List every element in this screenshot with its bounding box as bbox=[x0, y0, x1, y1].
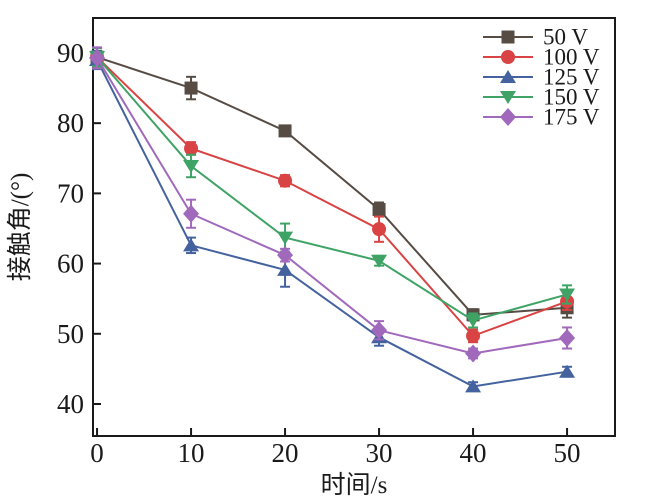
y-tick-label: 90 bbox=[57, 38, 84, 68]
triangle-up-marker bbox=[277, 262, 294, 276]
y-tick-label: 40 bbox=[57, 389, 84, 419]
legend-item: 100 V bbox=[483, 45, 600, 70]
square-marker bbox=[278, 124, 292, 138]
plot-border bbox=[92, 17, 616, 437]
tick-labels: 0 10 20 30 40 50 40 50 60 70 80 90 bbox=[57, 38, 581, 468]
series-line bbox=[96, 56, 568, 322]
series-line bbox=[96, 56, 568, 316]
square-marker bbox=[501, 30, 515, 44]
data-series bbox=[89, 46, 576, 393]
circle-marker bbox=[501, 50, 515, 64]
legend-label: 175 V bbox=[543, 105, 600, 130]
triangle-down-marker bbox=[465, 314, 482, 328]
series-175-v bbox=[89, 46, 576, 363]
legend-item: 175 V bbox=[483, 105, 600, 130]
diamond-marker bbox=[371, 321, 388, 340]
x-tick-label: 10 bbox=[178, 438, 205, 468]
square-marker bbox=[184, 81, 198, 95]
diamond-marker bbox=[559, 328, 576, 347]
x-tick-label: 30 bbox=[366, 438, 393, 468]
triangle-up-marker bbox=[559, 364, 576, 378]
legend-label: 50 V bbox=[543, 25, 588, 50]
series-125-v bbox=[89, 49, 576, 393]
y-tick-label: 50 bbox=[57, 319, 84, 349]
square-marker bbox=[372, 203, 386, 217]
circle-marker bbox=[372, 222, 387, 237]
diamond-marker bbox=[277, 246, 294, 265]
diamond-marker bbox=[500, 108, 516, 126]
triangle-up-marker bbox=[465, 379, 482, 393]
series-line bbox=[96, 56, 568, 338]
triangle-down-marker bbox=[183, 159, 200, 173]
triangle-down-marker bbox=[277, 231, 294, 245]
triangle-down-marker bbox=[559, 288, 576, 302]
triangle-down-marker bbox=[500, 91, 516, 104]
x-tick-label: 20 bbox=[272, 438, 299, 468]
circle-marker bbox=[466, 328, 481, 343]
series-line bbox=[96, 59, 568, 388]
legend-item: 150 V bbox=[483, 85, 600, 110]
x-tick-label: 0 bbox=[90, 438, 104, 468]
circle-marker bbox=[278, 173, 293, 188]
series-line bbox=[96, 57, 568, 355]
legend-item: 125 V bbox=[483, 65, 600, 90]
diamond-marker bbox=[89, 48, 106, 67]
legend-item: 50 V bbox=[483, 25, 588, 50]
series-50-v bbox=[90, 47, 574, 322]
diamond-marker bbox=[183, 204, 200, 223]
x-tick-label: 40 bbox=[460, 438, 487, 468]
triangle-up-marker bbox=[500, 70, 516, 83]
y-tick-label: 70 bbox=[57, 178, 84, 208]
legend-label: 125 V bbox=[543, 65, 600, 90]
y-axis-label: 接触角/(°) bbox=[6, 173, 34, 282]
triangle-up-marker bbox=[183, 238, 200, 252]
circle-marker bbox=[184, 141, 199, 156]
y-tick-label: 80 bbox=[57, 108, 84, 138]
x-tick-label: 50 bbox=[554, 438, 581, 468]
y-tick-label: 60 bbox=[57, 249, 84, 279]
legend-label: 100 V bbox=[543, 45, 600, 70]
diamond-marker bbox=[465, 344, 482, 363]
legend-label: 150 V bbox=[543, 85, 600, 110]
x-axis-label: 时间/s bbox=[321, 471, 388, 499]
triangle-down-marker bbox=[371, 254, 388, 268]
